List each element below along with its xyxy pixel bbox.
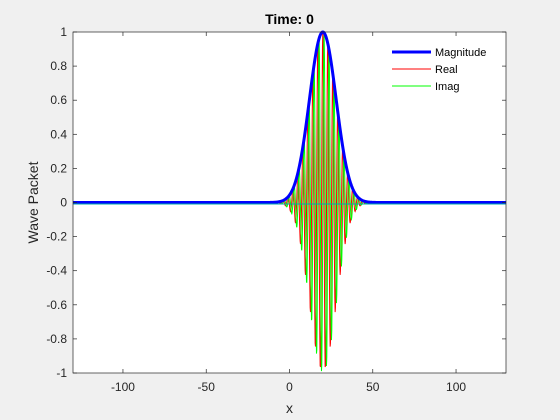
y-tick-label: 0.2: [50, 161, 67, 175]
y-tick-label: 0: [60, 196, 67, 210]
legend: Magnitude Real Imag: [384, 42, 500, 96]
y-axis-label: Wave Packet: [25, 161, 41, 243]
legend-label-magnitude: Magnitude: [435, 47, 486, 59]
x-tick-label: -100: [111, 380, 135, 394]
y-tick-label: -1: [56, 366, 67, 380]
x-axis-label: x: [286, 400, 293, 416]
y-tick-label: 0.6: [50, 93, 67, 107]
x-tick-label: -50: [198, 380, 216, 394]
x-tick-label: 0: [286, 380, 293, 394]
y-tick-label: -0.2: [46, 230, 67, 244]
x-tick-label: 50: [366, 380, 380, 394]
y-tick-label: -0.4: [46, 264, 67, 278]
x-tick-label: 100: [446, 380, 466, 394]
y-tick-label: 0.4: [50, 127, 67, 141]
legend-label-imag: Imag: [435, 81, 459, 93]
series-layer: [73, 30, 506, 372]
chart-title: Time: 0: [265, 11, 314, 27]
axes-layer: -100 -50 0 50 100 -1 -0.8 -0.6 -0.4 -0.2 0 0.2 0.4 0.…: [46, 25, 507, 394]
legend-label-real: Real: [435, 64, 458, 76]
y-tick-label: 0.8: [50, 59, 67, 73]
y-tick-label: -0.8: [46, 332, 67, 346]
y-tick-label: -0.6: [46, 298, 67, 312]
y-tick-label: 1: [60, 25, 67, 39]
series-line-magnitude: [73, 30, 506, 204]
